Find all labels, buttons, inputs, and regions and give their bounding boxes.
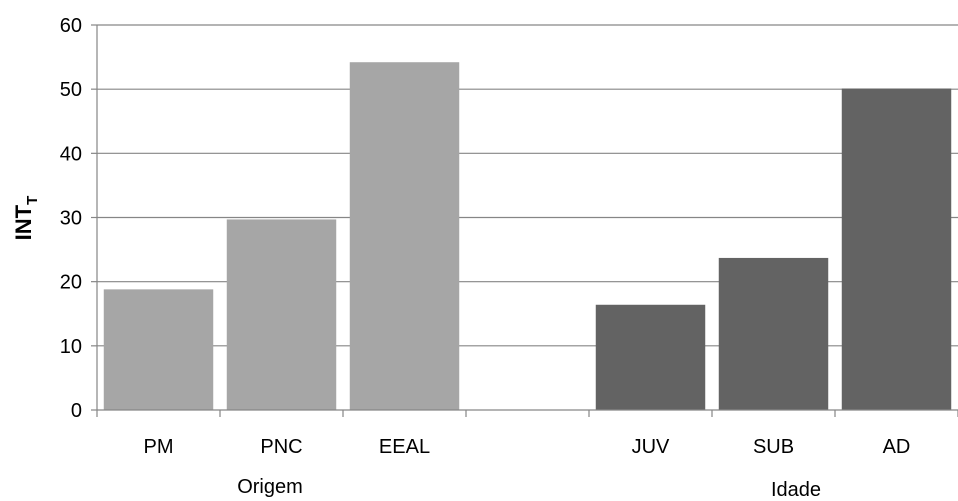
bar-ad — [841, 88, 952, 411]
bar-pnc — [226, 219, 337, 410]
bars — [103, 62, 952, 411]
y-axis-label-main: INT — [11, 204, 36, 240]
y-tick-label: 0 — [71, 400, 82, 422]
bar-juv — [595, 304, 706, 410]
y-tick-label: 10 — [60, 336, 82, 358]
group-labels: Origem Idade — [237, 476, 821, 501]
y-axis-label: INTT — [11, 196, 41, 241]
bar-eeal — [349, 62, 460, 410]
y-tick-label: 20 — [60, 272, 82, 294]
y-tick-label: 30 — [60, 208, 82, 230]
x-tick-labels: PM PNC EEAL JUV SUB AD — [144, 436, 911, 458]
x-tick-label: PM — [144, 436, 174, 458]
x-tick-label: SUB — [753, 436, 794, 458]
group-label-origem: Origem — [237, 476, 303, 498]
y-tick-labels: 0 10 20 30 40 50 60 — [60, 15, 82, 422]
axes — [91, 24, 958, 417]
bar-pm — [103, 289, 214, 410]
x-tick-label: JUV — [632, 436, 670, 458]
bar-sub — [718, 257, 829, 410]
x-tick-label: PNC — [260, 436, 302, 458]
y-axis-label-subscript: T — [24, 196, 41, 205]
y-tick-label: 50 — [60, 79, 82, 101]
y-tick-label: 40 — [60, 143, 82, 165]
group-label-idade: Idade — [771, 479, 821, 501]
x-tick-label: EEAL — [379, 436, 430, 458]
y-tick-label: 60 — [60, 15, 82, 37]
gridlines — [97, 24, 958, 347]
x-tick-label: AD — [883, 436, 911, 458]
